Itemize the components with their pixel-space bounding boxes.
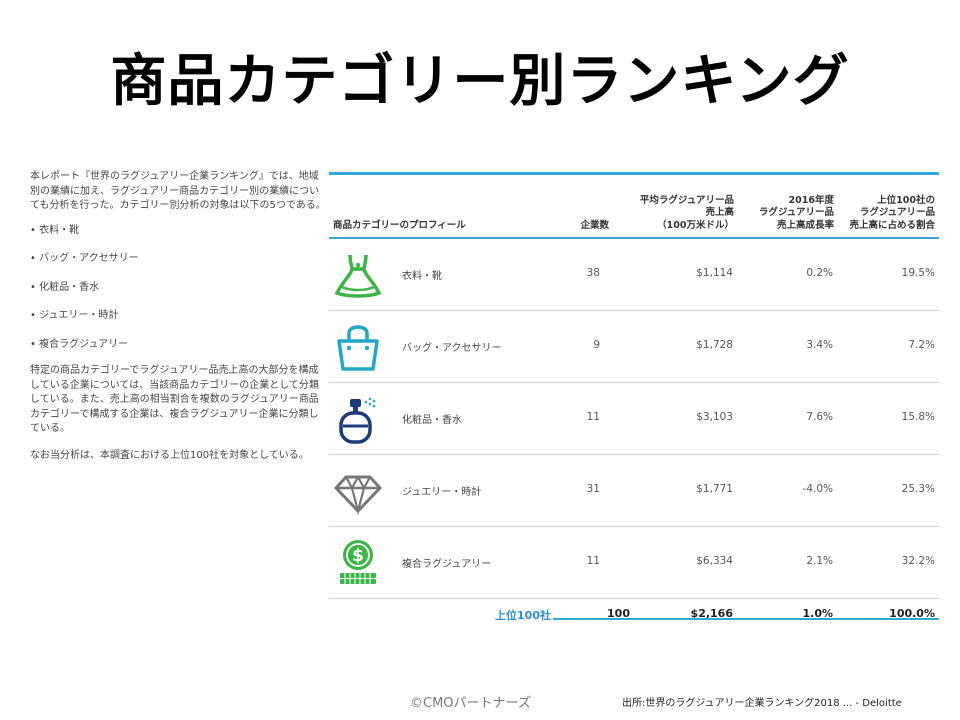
category-table: 商品カテゴリーのプロフィール 企業数 平均ラグジュアリー品 売上高 （100万米…	[329, 172, 939, 629]
sales-share: 32.2%	[901, 555, 935, 567]
header-growth: 2016年度 ラグジュアリー品 売上高成長率	[758, 194, 834, 231]
category-name: 複合ラグジュアリー	[402, 559, 492, 570]
svg-text:$: $	[352, 546, 364, 566]
page-title: 商品カテゴリー別ランキング	[110, 49, 850, 114]
category-list: • 衣料・靴 • バッグ・アクセサリー • 化粧品・香水 • ジュエリー・時計 …	[30, 224, 326, 353]
source-note: 出所:世界のラグジュアリー企業ランキング2018 ... - Deloitte	[622, 698, 902, 709]
dollar-coins-icon: $	[331, 537, 385, 591]
category-name: 化粧品・香水	[402, 415, 462, 426]
total-growth: 1.0%	[802, 607, 833, 620]
copyright: ©CMOパートナーズ	[410, 696, 531, 711]
header-profile: 商品カテゴリーのプロフィール	[333, 219, 466, 231]
total-row: 上位100社 100 $2,166 1.0% 100.0%	[329, 599, 939, 629]
category-name: バッグ・アクセサリー	[402, 343, 502, 354]
header-rule	[329, 237, 939, 239]
sales-share: 15.8%	[901, 411, 935, 423]
company-count: 11	[586, 411, 600, 423]
total-share: 100.0%	[889, 607, 935, 620]
avg-sales: $1,728	[696, 339, 733, 351]
category-list-item: • バッグ・アクセサリー	[30, 253, 139, 264]
total-underline	[553, 618, 939, 620]
sales-share: 7.2%	[908, 339, 935, 351]
category-name: ジュエリー・時計	[402, 487, 482, 498]
company-count: 38	[586, 267, 600, 279]
perfume-icon	[331, 393, 385, 447]
category-name: 衣料・靴	[402, 271, 442, 282]
avg-sales: $3,103	[696, 411, 733, 423]
growth-rate: 3.4%	[806, 339, 833, 351]
table-header: 商品カテゴリーのプロフィール 企業数 平均ラグジュアリー品 売上高 （100万米…	[329, 175, 939, 237]
company-count: 31	[586, 483, 600, 495]
header-avg-sales: 平均ラグジュアリー品 売上高 （100万米ドル）	[639, 194, 734, 231]
total-count: 100	[607, 607, 630, 620]
table-top-rule	[329, 172, 939, 175]
dress-icon	[331, 249, 385, 303]
avg-sales: $6,334	[696, 555, 733, 567]
sales-share: 19.5%	[901, 267, 935, 279]
growth-rate: 7.6%	[806, 411, 833, 423]
table-row: ジュエリー・時計 31 $1,771 -4.0% 25.3%	[329, 455, 939, 527]
header-count: 企業数	[580, 219, 609, 231]
avg-sales: $1,771	[696, 483, 733, 495]
category-list-item: • ジュエリー・時計	[30, 310, 119, 321]
table-row: バッグ・アクセサリー 9 $1,728 3.4% 7.2%	[329, 311, 939, 383]
intro-paragraph: 本レポート『世界のラグジュアリー企業ランキング』では、地域別の業績に加え、ラグジ…	[30, 171, 326, 211]
growth-rate: 2.1%	[806, 555, 833, 567]
classification-paragraph: 特定の商品カテゴリーでラグジュアリー品売上高の大部分を構成している企業については…	[30, 365, 319, 434]
company-count: 9	[593, 339, 600, 351]
header-share: 上位100社の ラグジュアリー品 売上高に占める割合	[849, 194, 935, 231]
table-row: 衣料・靴 38 $1,114 0.2% 19.5%	[329, 239, 939, 311]
total-label: 上位100社	[495, 609, 551, 622]
category-list-item: • 複合ラグジュアリー	[30, 338, 129, 350]
total-avg-sales: $2,166	[690, 607, 733, 620]
avg-sales: $1,114	[696, 267, 733, 279]
company-count: 11	[586, 555, 600, 567]
table-row: $ 複合ラグジュアリー 11 $6,334 2.1% 32.2%	[329, 527, 939, 599]
category-list-item: • 衣料・靴	[30, 224, 80, 236]
sales-share: 25.3%	[901, 483, 935, 495]
category-list-item: • 化粧品・香水	[30, 281, 100, 293]
growth-rate: -4.0%	[802, 483, 833, 495]
bag-icon	[331, 321, 385, 375]
growth-rate: 0.2%	[806, 267, 833, 279]
scope-paragraph: なお当分析は、本調査における上位100社を対象としている。	[30, 449, 309, 461]
intro-text: 本レポート『世界のラグジュアリー企業ランキング』では、地域別の業績に加え、ラグジ…	[30, 170, 326, 463]
table-row: 化粧品・香水 11 $3,103 7.6% 15.8%	[329, 383, 939, 455]
diamond-icon	[331, 465, 385, 519]
